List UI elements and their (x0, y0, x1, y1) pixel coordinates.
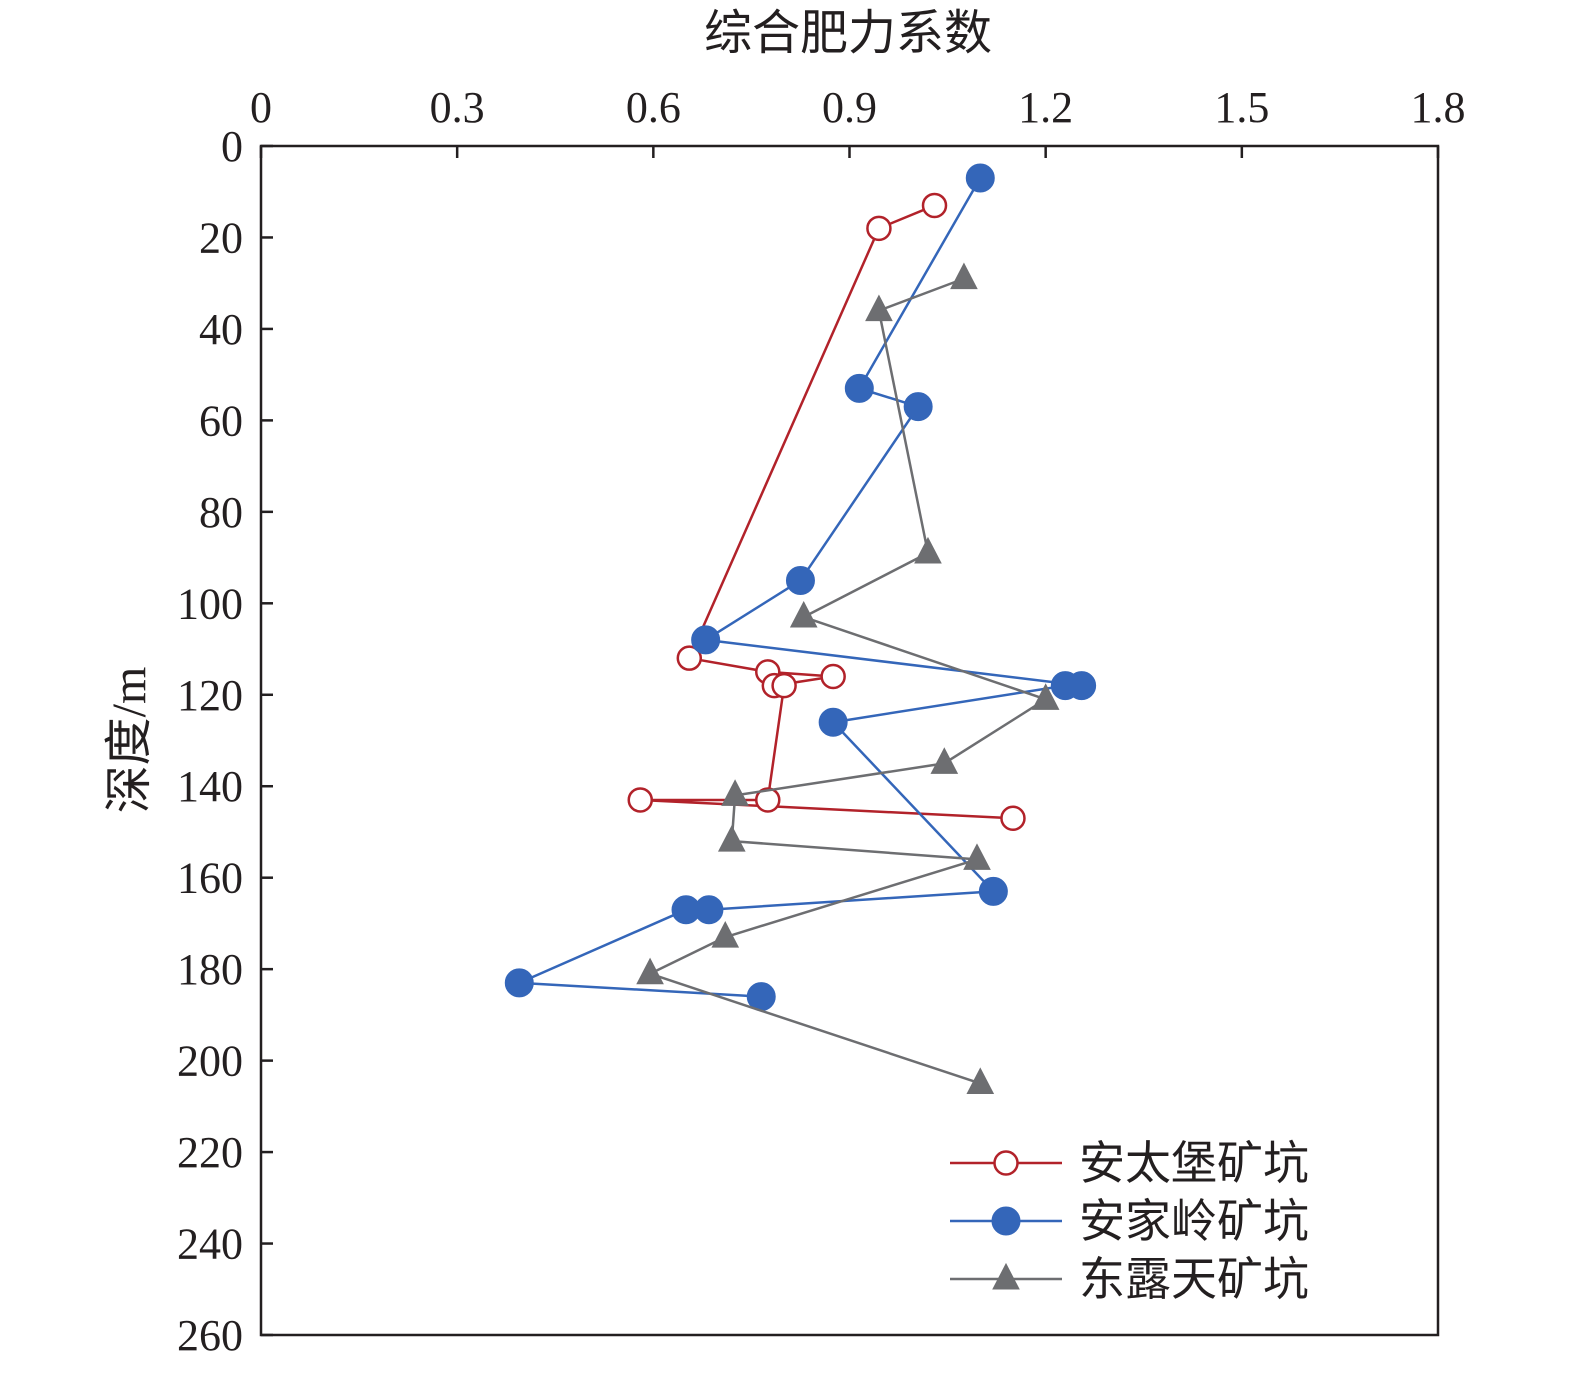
data-point (950, 262, 978, 290)
legend-label: 安太堡矿坑 (1079, 1138, 1309, 1189)
data-point (755, 787, 781, 813)
data-point (963, 843, 991, 870)
x-tick-label: 1.5 (1214, 83, 1269, 132)
y-tick-label: 180 (177, 945, 243, 994)
data-point (504, 968, 534, 998)
data-point (820, 663, 846, 690)
data-point (978, 876, 1008, 906)
series-line (639, 204, 1014, 820)
legend-label: 东露天矿坑 (1079, 1254, 1309, 1305)
data-point (866, 215, 892, 242)
x-tick-label: 0.9 (822, 83, 877, 132)
x-tick-label: 0.3 (430, 83, 485, 132)
y-tick-label: 240 (177, 1220, 243, 1269)
data-point (691, 625, 721, 655)
data-point (1050, 671, 1080, 701)
legend-marker (991, 1206, 1021, 1236)
data-point (818, 707, 848, 737)
data-point (914, 536, 942, 564)
y-tick-label: 120 (177, 671, 243, 720)
series-1 (504, 163, 1097, 1012)
y-tick-label: 200 (177, 1037, 243, 1086)
data-point (930, 747, 959, 774)
data-point (1000, 805, 1026, 831)
series-line (648, 277, 1047, 1085)
data-point (717, 825, 746, 852)
legend-marker (993, 1150, 1019, 1176)
series-2 (636, 262, 1060, 1094)
data-point (921, 192, 948, 219)
x-axis-ticks: 0 0.3 0.6 0.9 1.2 1.5 1.8 (250, 83, 1466, 158)
y-tick-label: 0 (221, 122, 243, 171)
data-point (844, 373, 874, 403)
data-point (865, 294, 893, 322)
y-tick-label: 20 (199, 213, 243, 262)
data-point (711, 921, 740, 948)
y-tick-label: 60 (199, 396, 243, 445)
data-point (671, 895, 701, 925)
x-axis-title: 综合肥力系数 (704, 7, 992, 60)
data-point (636, 957, 664, 985)
y-tick-label: 40 (199, 305, 243, 354)
x-tick-label: 0.6 (626, 83, 681, 132)
y-tick-label: 100 (177, 579, 243, 628)
y-tick-label: 140 (177, 762, 243, 811)
legend-label: 安家岭矿坑 (1079, 1196, 1309, 1247)
y-axis-ticks: 0 20 40 60 80 100 120 140 160 180 200 220 240 260 (177, 122, 273, 1360)
data-point (785, 565, 815, 595)
data-point (676, 645, 703, 671)
data-point (771, 672, 797, 699)
y-axis-title: 深度/m (103, 667, 156, 814)
series-layer (504, 163, 1097, 1094)
data-point (1031, 683, 1060, 710)
legend-marker (992, 1262, 1020, 1290)
data-point (965, 163, 995, 193)
y-tick-label: 80 (199, 488, 243, 537)
data-point (966, 1067, 995, 1094)
y-tick-label: 160 (177, 854, 243, 903)
y-tick-label: 260 (177, 1311, 243, 1360)
data-point (721, 779, 749, 806)
y-tick-label: 220 (177, 1128, 243, 1177)
series-0 (627, 192, 1026, 831)
x-tick-label: 0 (250, 83, 272, 132)
data-point (903, 392, 933, 422)
data-point (789, 600, 818, 628)
data-point (627, 787, 654, 813)
x-tick-label: 1.2 (1018, 83, 1073, 132)
x-tick-label: 1.8 (1411, 83, 1466, 132)
